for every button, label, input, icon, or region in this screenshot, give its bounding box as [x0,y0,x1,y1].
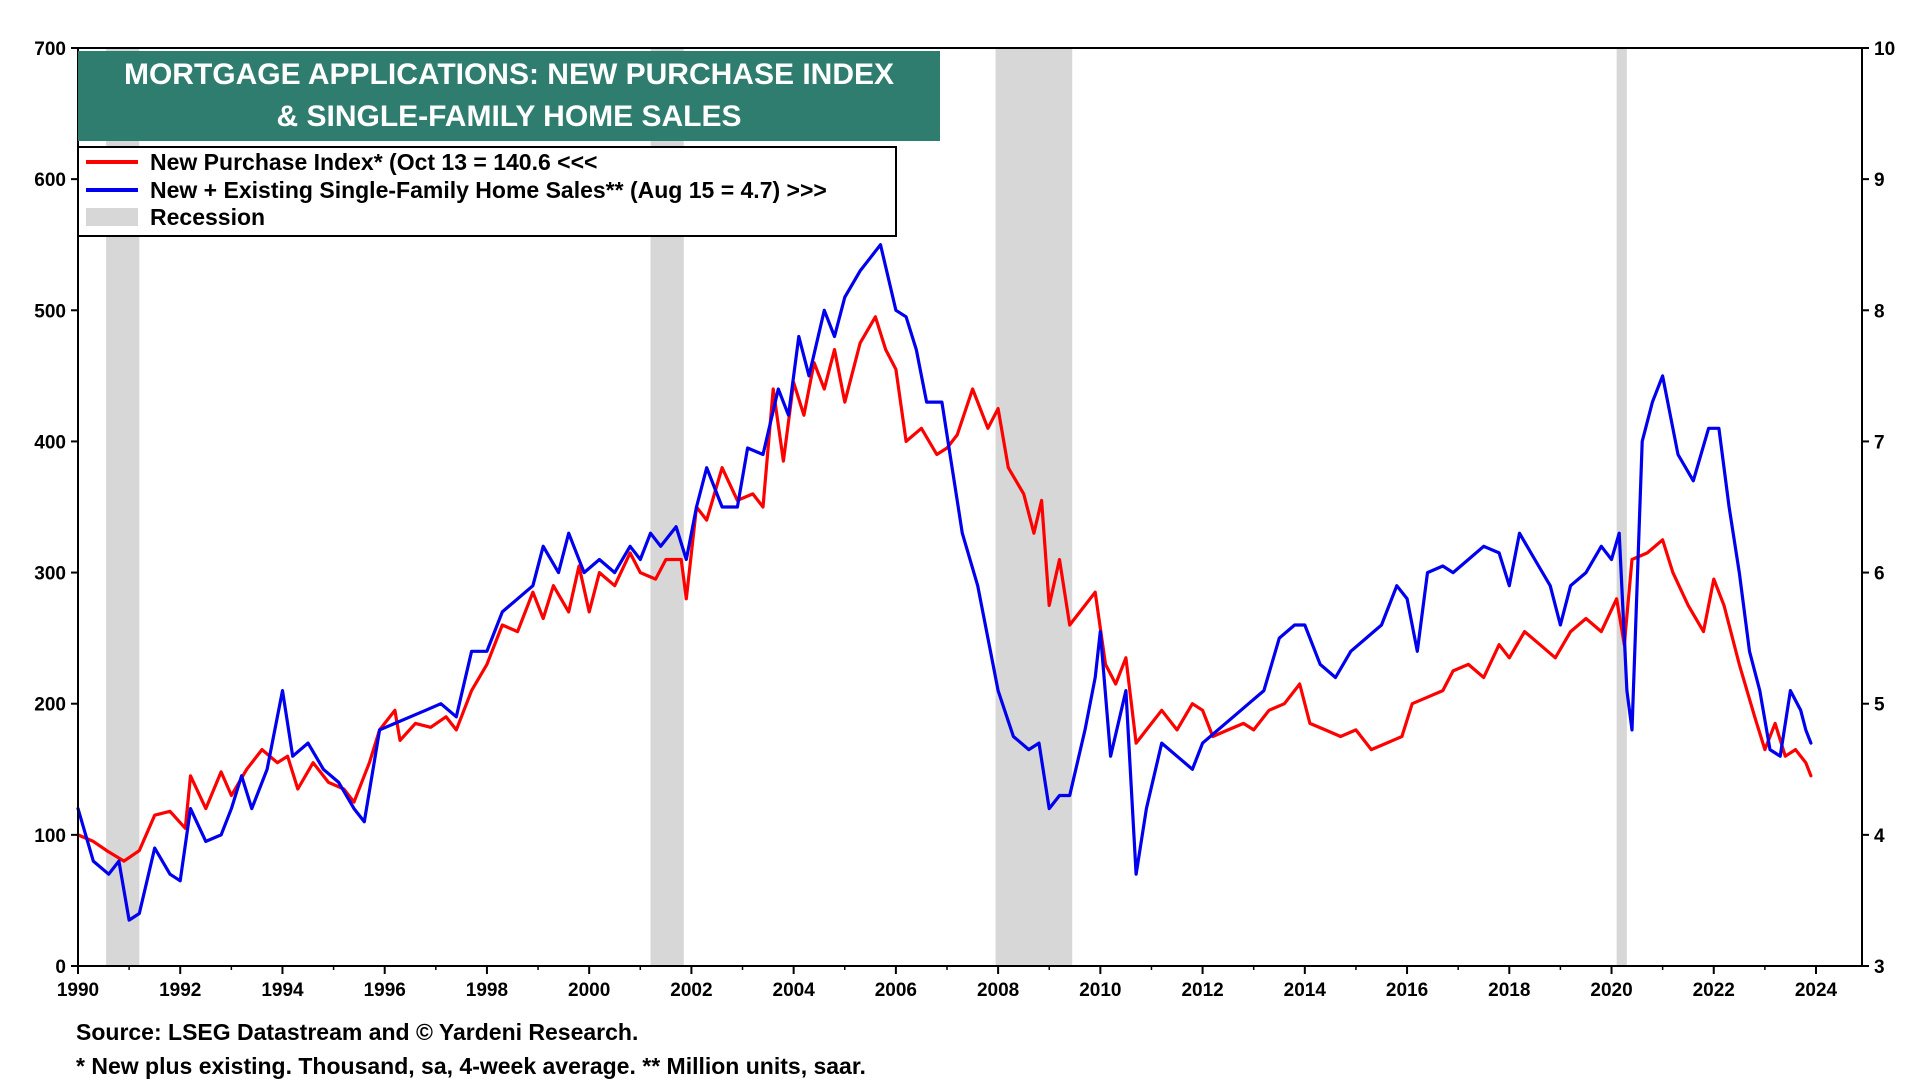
y-left-tick-label-200: 200 [34,695,66,716]
tick-layer: 1990 1992 1994 1996 1998 2000 2002 2004 2006 2008… [34,39,1895,1001]
recession-band-3 [1616,48,1627,966]
y-right-tick-label-4: 4 [1874,826,1885,847]
x-tick-label-2020: 2020 [1590,980,1632,1001]
y-right-tick-label-3: 3 [1874,957,1885,978]
y-left-tick-label-300: 300 [34,564,66,585]
y-right-tick-label-7: 7 [1874,432,1885,453]
x-tick-label-2024: 2024 [1795,980,1838,1001]
y-left-tick-label-600: 600 [34,170,66,191]
x-tick-label-2018: 2018 [1488,980,1530,1001]
y-left-tick-label-100: 100 [34,826,66,847]
x-tick-label-1996: 1996 [364,980,406,1001]
x-tick-label-2006: 2006 [875,980,917,1001]
chart-title-line-1: MORTGAGE APPLICATIONS: NEW PURCHASE INDE… [124,58,894,91]
x-tick-label-2022: 2022 [1693,980,1735,1001]
plot-frame [77,47,1863,967]
legend: New Purchase Index* (Oct 13 = 140.6 <<< … [77,146,897,237]
x-tick-label-1992: 1992 [159,980,201,1001]
series-layer [76,243,1813,922]
y-left-tick-label-500: 500 [34,301,66,322]
x-tick-label-2016: 2016 [1386,980,1428,1001]
legend-frame [77,146,897,237]
x-tick-label-2000: 2000 [568,980,610,1001]
chart-title-line-2: & SINGLE-FAMILY HOME SALES [276,100,741,133]
legend-swatch-recession [86,208,138,226]
x-tick-label-2008: 2008 [977,980,1019,1001]
x-tick-label-2012: 2012 [1181,980,1223,1001]
series-line-home-sales [76,243,1813,922]
legend-label-new-purchase-index: New Purchase Index* (Oct 13 = 140.6 <<< [150,149,597,175]
y-right-tick-label-5: 5 [1874,695,1885,716]
y-left-tick-label-400: 400 [34,432,66,453]
x-tick-label-1998: 1998 [466,980,508,1001]
x-tick-label-1990: 1990 [57,980,99,1001]
y-right-tick-label-9: 9 [1874,170,1885,191]
y-right-tick-label-6: 6 [1874,564,1885,585]
footnote: * New plus existing. Thousand, sa, 4-wee… [76,1053,866,1079]
title-background [78,51,940,141]
y-left-tick-label-0: 0 [55,957,66,978]
x-tick-label-2004: 2004 [773,980,816,1001]
x-tick-label-1994: 1994 [261,980,304,1001]
x-tick-label-2002: 2002 [670,980,712,1001]
legend-label-recession: Recession [150,204,265,230]
series-line-new-purchase-index [76,315,1813,863]
recession-band-2 [995,48,1073,966]
x-tick-label-2014: 2014 [1284,980,1327,1001]
x-tick-label-2010: 2010 [1079,980,1121,1001]
title-box: MORTGAGE APPLICATIONS: NEW PURCHASE INDE… [78,51,940,141]
legend-label-home-sales: New + Existing Single-Family Home Sales*… [150,177,827,203]
y-left-tick-label-700: 700 [34,39,66,60]
source-note: Source: LSEG Datastream and © Yardeni Re… [76,1019,638,1045]
y-right-tick-label-8: 8 [1874,301,1885,322]
y-right-tick-label-10: 10 [1874,39,1895,60]
